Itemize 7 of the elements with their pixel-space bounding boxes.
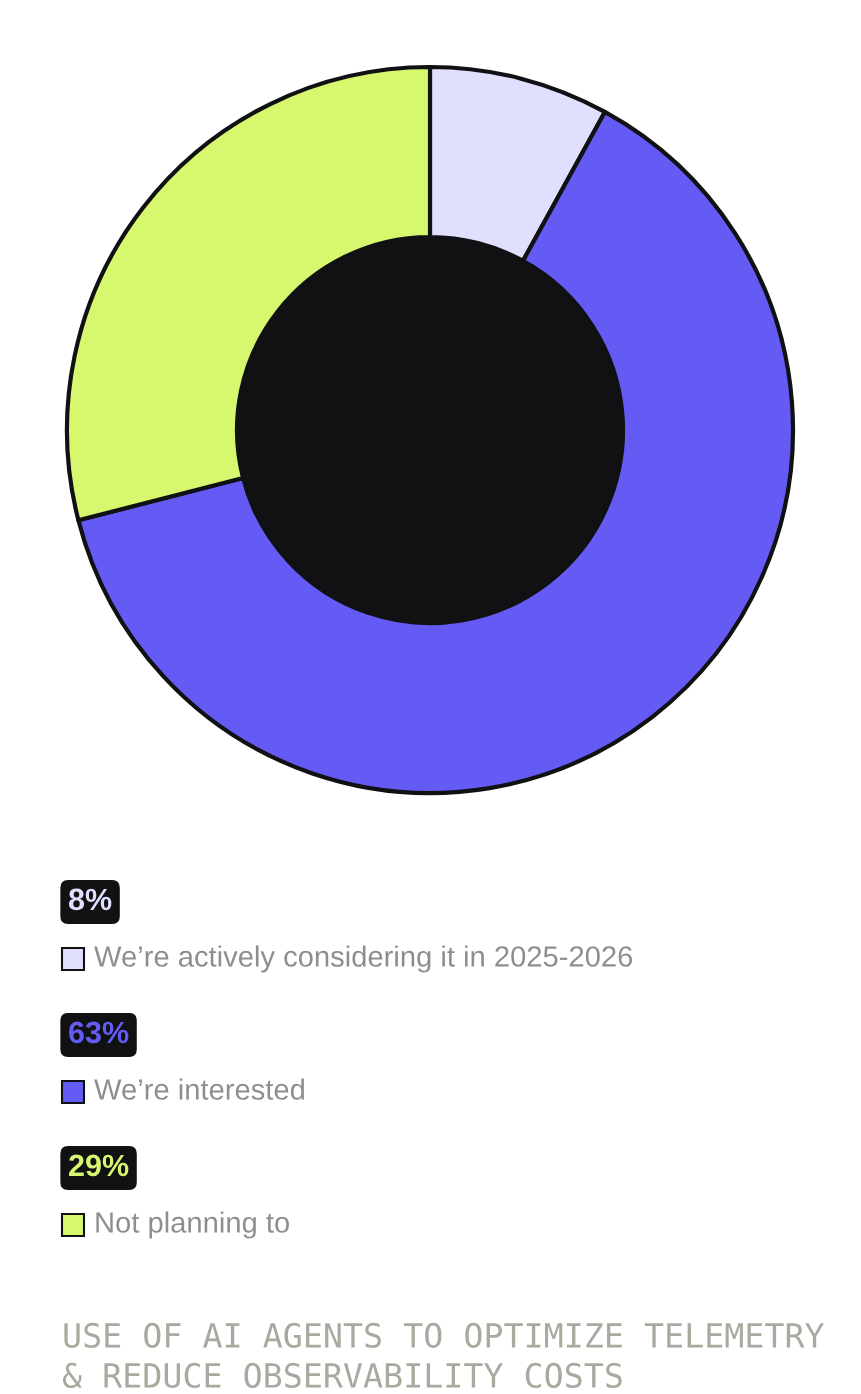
legend-label: We’re interested (94, 1078, 304, 1100)
data-label: 8% (68, 888, 112, 911)
data-label: 63% (69, 1021, 129, 1044)
legend-label: Not planning to (96, 1211, 289, 1239)
text: USE OF AI AGENTS TO OPTIMIZE TELEMETRY & REDUCE OBSERVABILITY COSTS (62, 1322, 824, 1389)
legend-label: We’re actively considering it in 2025-2026 (94, 945, 633, 973)
data-label: 29% (69, 1154, 129, 1177)
